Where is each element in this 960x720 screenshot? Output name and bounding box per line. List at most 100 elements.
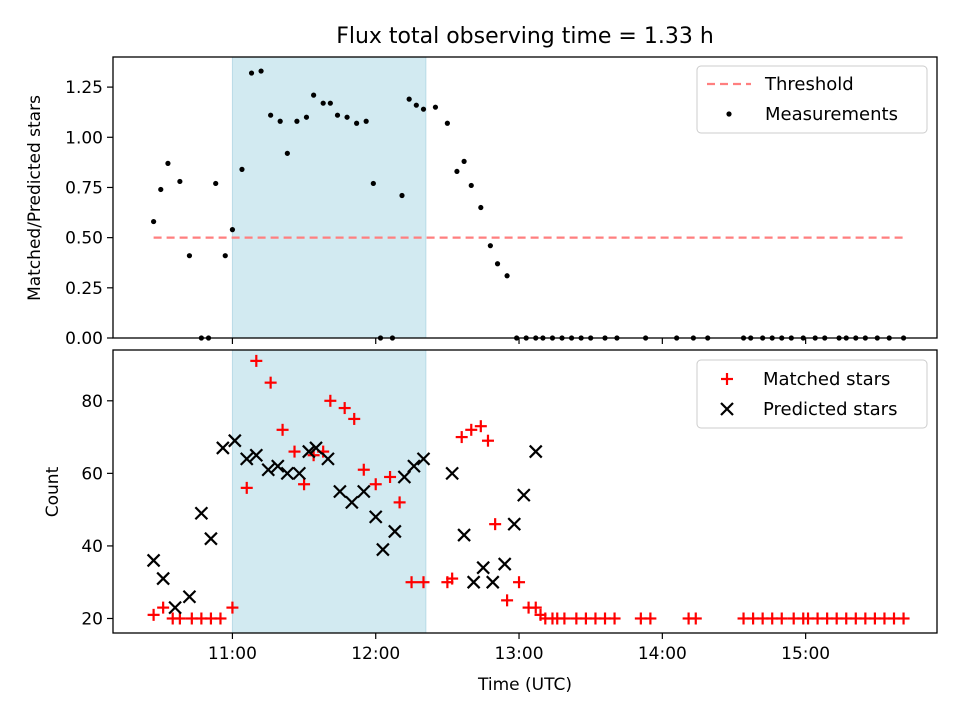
predicted-star-point [292,466,307,481]
predicted-star-point [416,452,431,466]
predicted-star-point [445,466,459,481]
matched-star-point [455,431,468,444]
matched-star-point [529,601,542,614]
measurement-point [461,158,467,164]
matched-star-point [157,601,170,614]
matched-star-point [481,434,494,447]
matched-star-point [298,478,311,491]
legend-predicted-label: Predicted stars [763,399,897,420]
predicted-star-point [204,531,218,546]
measurement-point [158,186,164,193]
predicted-star-point [357,484,371,499]
predicted-star-point [280,466,295,481]
measurement-point [229,227,236,233]
bottom-plot-frame [112,349,938,634]
matched-star-point [384,470,397,483]
measurement-point [327,100,333,106]
matched-star-point [214,612,227,625]
matched-star-point [513,576,526,589]
matched-star-point [405,576,418,589]
predicted-star-point [216,441,230,455]
measurement-point [294,118,300,124]
y-tick-label: 0.50 [65,229,103,249]
bottom-y-axis-ticks: 20 40 60 80 [81,392,113,629]
predicted-star-point [397,470,412,484]
matched-star-point [338,402,351,415]
y-tick-label: 60 [81,464,103,484]
measurement-point [487,243,493,249]
x-tick-label: 14:00 [638,644,687,664]
predicted-star-point [376,542,390,557]
measurement-point [165,160,171,166]
predicted-star-point [156,571,170,586]
matched-star-point [608,612,621,625]
y-tick-label: 40 [81,537,103,557]
measurement-point [468,182,474,189]
predicted-star-point [457,528,471,542]
y-tick-label: 0.00 [65,329,103,349]
bottom-x-axis-label: Time (UTC) [477,675,572,695]
count-points [146,354,910,625]
predicted-star-point [497,557,512,571]
x-tick-label: 12:00 [351,644,400,664]
measurement-point [268,112,274,118]
measurement-point [444,120,450,126]
y-tick-label: 1.25 [65,78,103,98]
matched-star-point [324,394,337,407]
matched-star-point [489,518,502,531]
chart-title: Flux total observing time = 1.33 h [336,24,714,49]
predicted-star-point [528,444,543,459]
matched-star-point [393,496,406,509]
matched-star-point [369,478,382,491]
measurement-point [303,114,310,120]
matched-star-point [348,412,361,425]
predicted-star-point [321,452,335,466]
predicted-star-point [261,462,276,477]
measurement-point [177,178,183,185]
measurement-point [222,253,228,259]
measurement-point [504,273,510,279]
measurement-point [334,112,341,118]
top-shaded-region [231,56,427,339]
predicted-star-point [239,452,254,466]
predicted-star-point [309,441,323,455]
matched-star-point [775,612,788,625]
matched-star-point [288,445,301,458]
matched-star-point [689,612,702,625]
measurement-point [186,253,193,259]
measurement-point [151,218,157,225]
matched-star-point [558,612,571,625]
matched-star-point [897,612,910,625]
top-panel: 0.00 0.25 0.50 0.75 1.00 1.25 Matched/Predict… [25,56,938,349]
measurement-point [478,204,484,211]
matched-star-point [501,594,514,607]
bottom-legend: Matched stars Predicted stars [696,359,928,429]
matched-star-point [264,376,277,389]
matched-star-point [644,612,657,625]
measurement-point [344,114,350,120]
predicted-star-point [345,495,359,510]
measurement-point [320,100,326,106]
predicted-star-point [228,433,242,448]
predicted-star-point [507,517,522,531]
bottom-shaded-region [231,349,427,634]
matched-star-point [173,612,186,625]
matched-star-point [417,576,430,589]
legend-measurements-label: Measurements [765,104,898,125]
y-tick-label: 0.25 [65,279,103,299]
predicted-star-point [182,589,197,604]
y-tick-label: 1.00 [65,128,103,148]
predicted-star-point [302,444,316,459]
predicted-star-point [146,553,161,568]
matched-star-point [465,423,478,436]
measurement-point [413,102,419,108]
measurement-point [432,104,439,110]
legend-matched-label: Matched stars [763,369,890,390]
top-y-axis-ticks: 0.00 0.25 0.50 0.75 1.00 1.25 [65,78,113,349]
measurement-point [284,150,290,156]
measurement-point [258,68,264,74]
matched-star-point [147,608,160,621]
measurement-point [277,118,283,124]
predicted-star-point [485,575,500,589]
